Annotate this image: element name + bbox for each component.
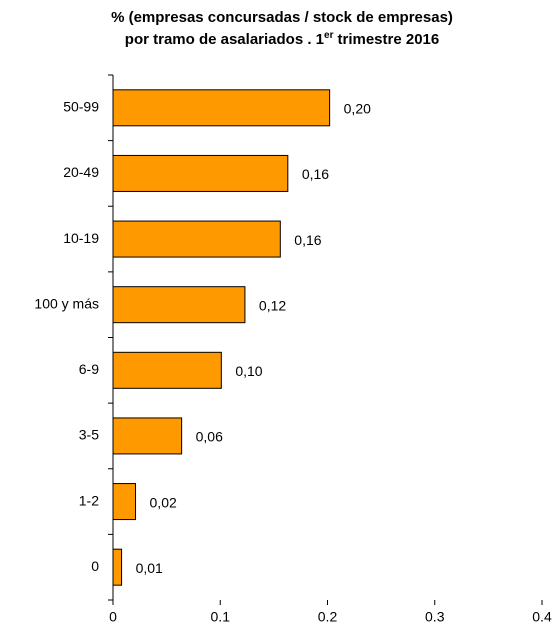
bar bbox=[112, 351, 222, 389]
y-tick-label: 50-99 bbox=[63, 99, 99, 115]
bar bbox=[112, 154, 289, 192]
value-label: 0,02 bbox=[150, 494, 177, 510]
y-tick-label: 3-5 bbox=[79, 427, 99, 443]
y-tick-label: 10-19 bbox=[63, 230, 99, 246]
x-tick-label: 0.4 bbox=[532, 609, 552, 625]
x-tick-label: 0.2 bbox=[318, 609, 338, 625]
value-label: 0,01 bbox=[136, 560, 163, 576]
x-tick-label: 0.3 bbox=[425, 609, 445, 625]
y-tick-label: 6-9 bbox=[79, 361, 99, 377]
value-label: 0,12 bbox=[259, 297, 286, 313]
subtitle-part: trimestre 2016 bbox=[337, 31, 439, 48]
bar bbox=[112, 220, 281, 258]
chart-subtitle: por tramo de asalariados . 1er trimestre … bbox=[125, 30, 439, 48]
bar bbox=[112, 89, 331, 127]
value-label: 0,06 bbox=[196, 429, 223, 445]
y-tick-label: 100 y más bbox=[34, 295, 99, 311]
value-label: 0,20 bbox=[344, 101, 371, 117]
x-tick-label: 0 bbox=[109, 609, 117, 625]
value-label: 0,16 bbox=[294, 232, 321, 248]
bar bbox=[112, 286, 246, 324]
chart-title: % (empresas concursadas / stock de empre… bbox=[111, 9, 453, 26]
bar bbox=[112, 417, 183, 455]
y-tick-label: 0 bbox=[91, 558, 99, 574]
subtitle-part: por tramo de asalariados . 1 bbox=[125, 31, 324, 48]
x-tick-label: 0.1 bbox=[211, 609, 231, 625]
bar bbox=[112, 548, 123, 586]
y-tick-label: 1-2 bbox=[79, 492, 99, 508]
y-tick-label: 20-49 bbox=[63, 164, 99, 180]
bar bbox=[112, 483, 137, 521]
subtitle-superscript: er bbox=[324, 30, 334, 41]
value-label: 0,10 bbox=[235, 363, 262, 379]
value-label: 0,16 bbox=[302, 166, 329, 182]
